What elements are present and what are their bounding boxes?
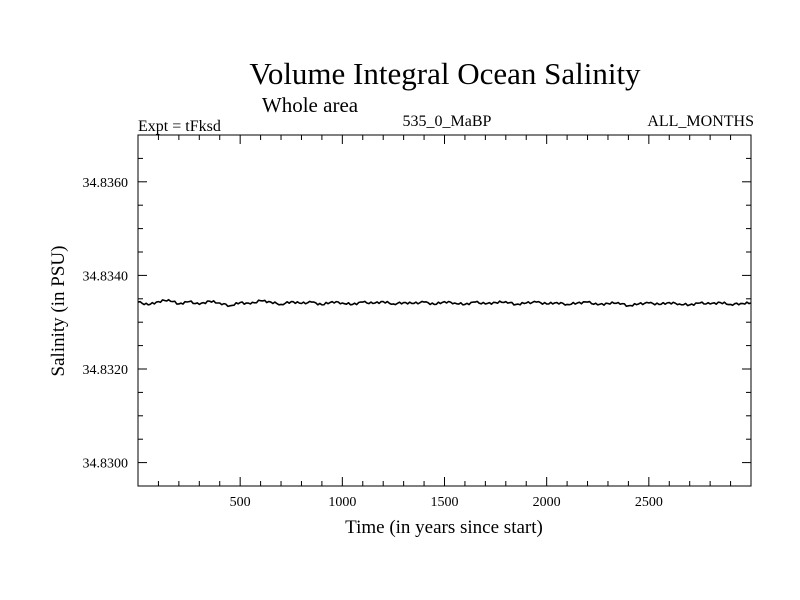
y-axis-title: Salinity (in PSU) (48, 246, 69, 377)
y-tick-label: 34.8340 (83, 269, 129, 284)
x-tick-label: 1000 (328, 495, 356, 510)
experiment-label: Expt = tFksd (138, 118, 221, 135)
x-tick-label: 1500 (431, 495, 459, 510)
x-tick-label: 500 (230, 495, 251, 510)
y-tick-label: 34.8300 (83, 457, 129, 472)
salinity-series-line (137, 298, 752, 308)
plot-frame (137, 134, 752, 487)
y-tick-label: 34.8360 (83, 176, 129, 191)
y-axis-ticks (138, 157, 751, 464)
x-tick-label: 2000 (533, 495, 561, 510)
x-tick-label: 2500 (635, 495, 663, 510)
period-label: 535_0_MaBP (403, 113, 492, 130)
x-axis-title: Time (in years since start) (345, 517, 543, 538)
months-label: ALL_MONTHS (647, 113, 754, 130)
chart-title: Volume Integral Ocean Salinity (249, 56, 641, 91)
x-axis-ticks (157, 135, 732, 486)
x-axis-tick-labels: 500 1000 1500 2000 2500 (230, 495, 663, 510)
y-axis-tick-labels: 34.8300 34.8320 34.8340 34.8360 (83, 176, 129, 472)
chart-subtitle: Whole area (262, 93, 359, 117)
y-tick-label: 34.8320 (83, 363, 129, 378)
